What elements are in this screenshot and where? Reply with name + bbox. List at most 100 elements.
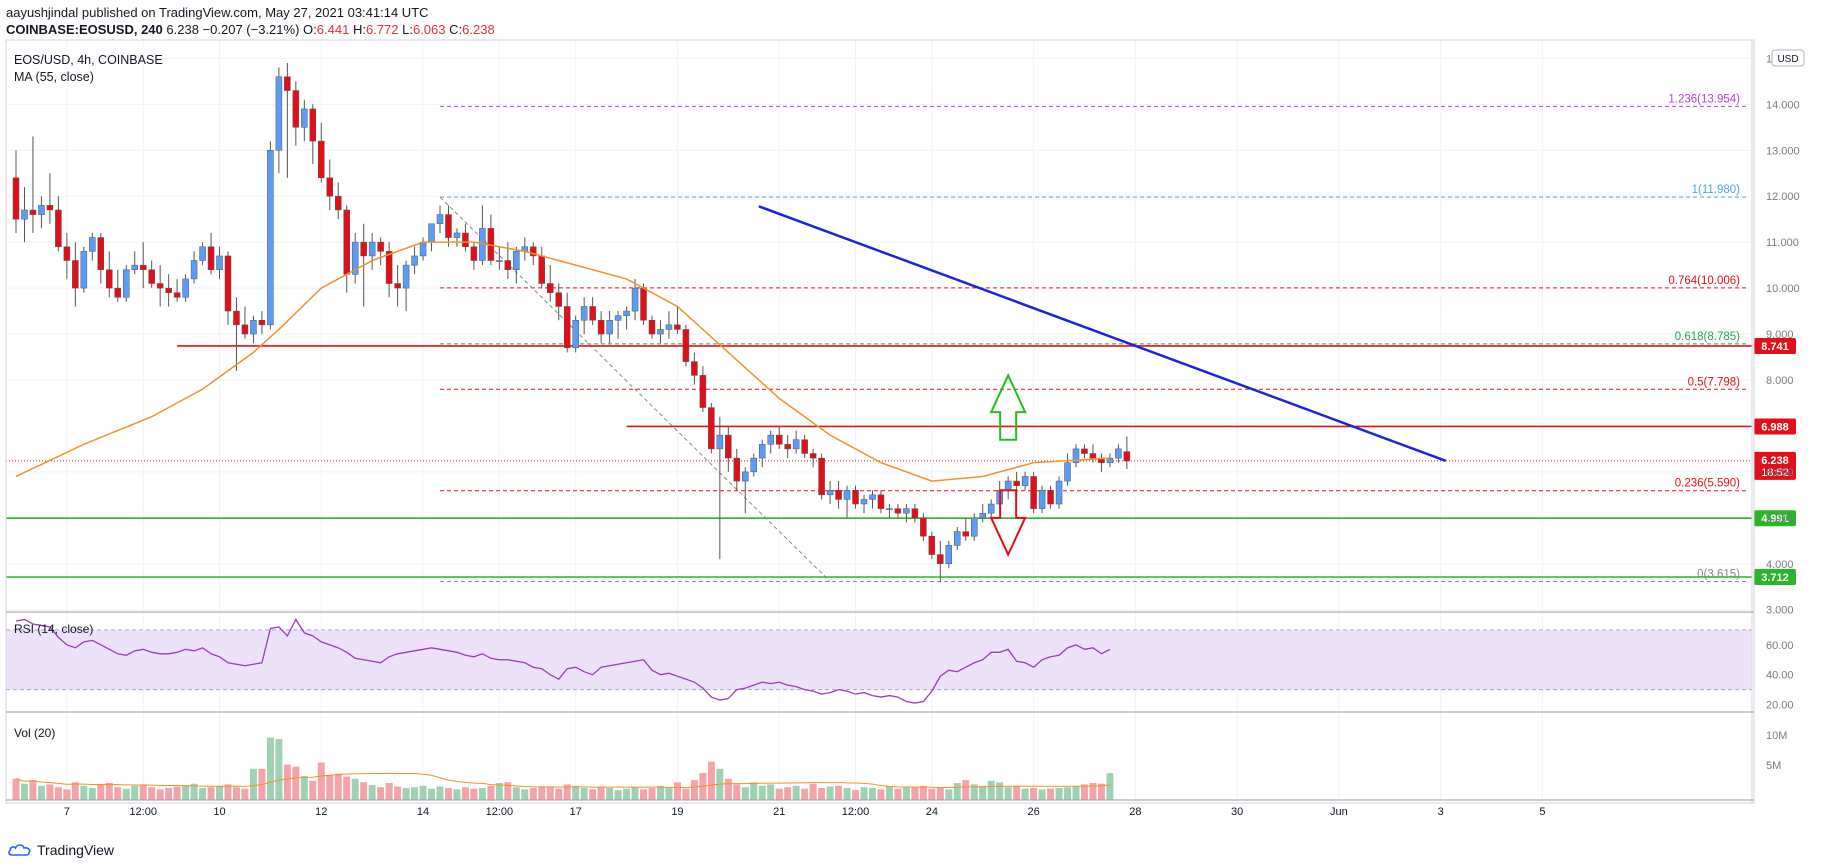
rsi-tick-label: 40.00 bbox=[1766, 670, 1794, 682]
candle-up bbox=[131, 264, 138, 270]
volume-bar bbox=[936, 787, 944, 800]
volume-bar bbox=[411, 787, 419, 800]
x-tick-label: Jun bbox=[1330, 806, 1348, 818]
volume-bar bbox=[784, 787, 792, 800]
volume-bar bbox=[241, 788, 249, 800]
volume-bar bbox=[97, 784, 105, 800]
signal-arrows bbox=[989, 373, 1027, 557]
x-tick-label: 3 bbox=[1438, 806, 1444, 818]
candle-down bbox=[258, 320, 266, 326]
candle-up bbox=[792, 439, 800, 450]
x-tick-label: 30 bbox=[1231, 806, 1243, 818]
candle-down bbox=[504, 260, 512, 270]
candle-down bbox=[46, 205, 54, 211]
volume-bar bbox=[640, 789, 648, 800]
volume-bar bbox=[1004, 787, 1012, 800]
volume-bar bbox=[148, 787, 156, 800]
volume-bar bbox=[919, 785, 927, 800]
volume-bar bbox=[470, 788, 478, 800]
candle-up bbox=[89, 237, 96, 252]
volume-bar bbox=[580, 787, 588, 800]
candle-up bbox=[301, 108, 308, 128]
axes: 15.00014.00013.00012.00011.00010.0009.00… bbox=[5, 39, 1800, 818]
volume-bar bbox=[1080, 784, 1088, 800]
candle-up bbox=[970, 517, 978, 537]
volume-bar bbox=[877, 789, 885, 800]
volume-bar bbox=[945, 789, 953, 800]
x-tick-label: 12 bbox=[315, 806, 327, 818]
x-tick-label: 10 bbox=[213, 806, 225, 818]
candle-down bbox=[928, 535, 936, 555]
volume-bar bbox=[682, 788, 690, 800]
candle-up bbox=[250, 320, 257, 335]
volume-bar bbox=[122, 788, 130, 800]
candle-down bbox=[394, 283, 401, 289]
ma-indicator-label: MA (55, close) bbox=[14, 70, 94, 84]
volume-bar bbox=[461, 787, 469, 800]
candle-up bbox=[402, 264, 410, 289]
candle-down bbox=[148, 269, 155, 284]
candle-down bbox=[640, 287, 647, 321]
countdown-text: 18:52 bbox=[1761, 467, 1789, 479]
candle-up bbox=[623, 310, 630, 316]
ma55-line bbox=[15, 241, 1110, 482]
candle-up bbox=[216, 255, 223, 270]
volume-bar bbox=[165, 787, 173, 800]
candle-down bbox=[809, 453, 817, 459]
volume-bar bbox=[843, 787, 851, 800]
candle-down bbox=[725, 434, 732, 459]
candlestick-series bbox=[12, 62, 1131, 583]
candle-down bbox=[12, 177, 20, 220]
fibonacci-retracement: 1.236(13.954) 1(11.980) 0.764(10.006) 0.618… bbox=[439, 93, 1746, 582]
candle-down bbox=[682, 329, 690, 362]
low-value: 6.063 bbox=[412, 22, 446, 37]
volume-bar bbox=[283, 764, 291, 800]
candle-down bbox=[563, 306, 571, 349]
candle-down bbox=[63, 246, 71, 261]
rsi-label: RSI (14, close) bbox=[14, 622, 93, 636]
candle-up bbox=[580, 306, 588, 321]
volume-bar bbox=[504, 782, 512, 800]
x-tick-label: 14 bbox=[417, 806, 429, 818]
volume-bar bbox=[292, 766, 300, 800]
y-tick-label: 11.000 bbox=[1766, 237, 1799, 249]
candle-down bbox=[818, 457, 825, 496]
candle-up bbox=[1021, 476, 1029, 486]
candle-down bbox=[962, 531, 970, 537]
candle-down bbox=[106, 269, 113, 289]
candle-down bbox=[139, 264, 147, 270]
candle-up bbox=[275, 76, 283, 151]
volume-bar bbox=[1089, 783, 1097, 800]
candle-up bbox=[843, 489, 851, 500]
volume-bar bbox=[173, 786, 181, 800]
volume-bar bbox=[521, 789, 529, 800]
volume-bar bbox=[29, 780, 37, 800]
level-price-text: 4.991 bbox=[1761, 513, 1789, 525]
volume-bar bbox=[368, 785, 376, 800]
volume-bar bbox=[868, 787, 876, 800]
x-tick-label: 24 bbox=[926, 806, 938, 818]
volume-bar bbox=[309, 780, 317, 800]
candle-down bbox=[97, 237, 105, 270]
candle-up bbox=[1004, 480, 1012, 491]
candle-down bbox=[233, 310, 240, 326]
footer-brand[interactable]: TradingView bbox=[8, 842, 114, 858]
candle-up bbox=[631, 287, 639, 312]
candle-up bbox=[903, 508, 910, 514]
volume-bar bbox=[453, 789, 461, 800]
volume-bar bbox=[131, 785, 139, 800]
volume-bar bbox=[216, 785, 224, 800]
volume-bar bbox=[572, 785, 580, 800]
candle-up bbox=[716, 434, 724, 450]
candle-down bbox=[691, 361, 698, 376]
volume-bar bbox=[818, 787, 826, 800]
volume-bar bbox=[1055, 787, 1063, 800]
y-tick-label: 12.000 bbox=[1766, 191, 1800, 203]
currency-badge-text: USD bbox=[1777, 54, 1798, 65]
candle-up bbox=[199, 246, 206, 261]
candle-down bbox=[241, 324, 249, 335]
volume-bar bbox=[614, 790, 622, 800]
x-tick-label: 12:00 bbox=[486, 806, 514, 818]
